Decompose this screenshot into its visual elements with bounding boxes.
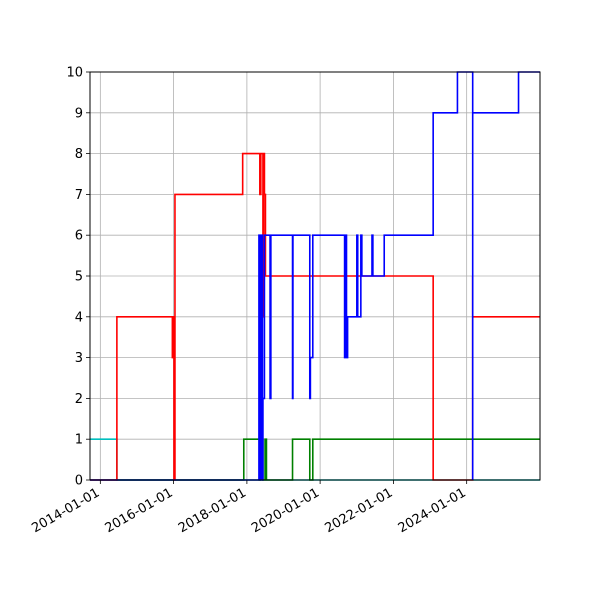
y-tick-label: 9	[75, 106, 83, 121]
y-tick-label: 7	[75, 188, 83, 203]
y-tick-label: 3	[75, 351, 83, 366]
series-line	[90, 71, 540, 481]
y-tick-label: 8	[75, 147, 83, 162]
y-tick-label: 10	[66, 66, 83, 81]
series-line	[90, 152, 540, 481]
y-tick-label: 0	[75, 474, 83, 489]
y-tick-label: 6	[75, 229, 83, 244]
y-tick-label: 1	[75, 433, 83, 448]
y-tick-label: 2	[75, 392, 83, 407]
y-tick-label: 4	[75, 310, 83, 325]
data-series	[90, 71, 540, 481]
y-tick-label: 5	[75, 270, 83, 285]
